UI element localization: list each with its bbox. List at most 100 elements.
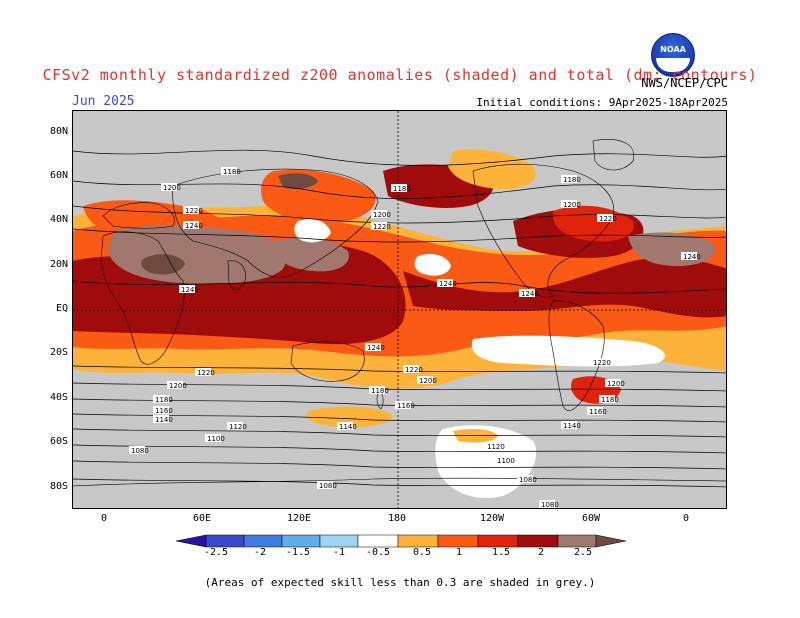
contour-south-8 xyxy=(73,478,726,488)
contour-label: 1180 xyxy=(155,396,173,404)
samerica-coast xyxy=(548,300,605,411)
colorbar-swatch xyxy=(243,534,283,548)
europe-coast xyxy=(102,202,175,229)
contour-south-5 xyxy=(73,428,726,438)
contour-label: 1240 xyxy=(439,280,457,288)
contour-label: 1120 xyxy=(487,443,505,451)
contour-label: 1200 xyxy=(419,377,437,385)
lat-label: 60S xyxy=(49,436,68,447)
contour-label: 1180 xyxy=(563,176,581,184)
contour-south-3 xyxy=(73,398,726,408)
colorbar-label: -2 xyxy=(254,547,267,558)
contour-label: 1140 xyxy=(563,422,581,430)
figure-title: CFSv2 monthly standardized z200 anomalie… xyxy=(42,66,758,84)
contour-label: 1200 xyxy=(373,211,391,219)
greenland-coast xyxy=(592,139,635,171)
colorbar xyxy=(176,534,626,548)
nz-coast xyxy=(376,392,384,410)
contour-label: 1100 xyxy=(497,457,515,465)
lon-label: 0 xyxy=(682,513,690,524)
contour-tropical xyxy=(73,280,726,294)
contour-label: 1240 xyxy=(367,344,385,352)
contour-label: 1180 xyxy=(223,168,241,176)
contour-label: 1240 xyxy=(683,253,701,261)
contour-label: 1160 xyxy=(589,408,607,416)
contour-label: 1200 xyxy=(163,184,181,192)
shade-orange-southpac xyxy=(306,406,393,428)
colorbar-label: -1 xyxy=(333,547,346,558)
shade-white-southern xyxy=(435,425,537,499)
contour-label: 1080 xyxy=(319,482,337,490)
coastlines xyxy=(73,139,726,487)
contour-north-4 xyxy=(73,228,726,243)
contour-label: 1160 xyxy=(155,407,173,415)
colorbar-swatch xyxy=(437,534,479,548)
india-coast xyxy=(227,260,246,290)
contour-label: 1080 xyxy=(541,501,559,509)
lon-label: 180 xyxy=(387,513,407,524)
lon-label: 120E xyxy=(286,513,312,524)
colorbar-swatch xyxy=(557,534,597,548)
africa-coast xyxy=(100,231,185,365)
contour-label: 1240 xyxy=(185,222,203,230)
lat-label: EQ xyxy=(55,303,68,314)
noaa-logo-text: NOAA xyxy=(660,45,686,54)
colorbar-label: 0.5 xyxy=(413,547,432,558)
colorbar-swatch xyxy=(397,534,439,548)
contour-label: 1180 xyxy=(601,396,619,404)
australia-coast xyxy=(290,341,365,382)
contour-label: 1220 xyxy=(405,366,423,374)
colorbar-swatch xyxy=(477,534,519,548)
contour-label: 1220 xyxy=(197,369,215,377)
lat-label: 20N xyxy=(49,259,68,270)
initial-conditions: Initial conditions: 9Apr2025-18Apr2025 xyxy=(476,96,728,109)
contour-label: 1180 xyxy=(393,185,411,193)
contour-south-1 xyxy=(73,365,726,374)
shade-white-npac xyxy=(414,254,451,276)
colorbar-label: 1 xyxy=(456,547,463,558)
colorbar-swatch xyxy=(517,534,559,548)
lon-label: 0 xyxy=(100,513,108,524)
colorbar-swatch xyxy=(319,534,359,548)
agency-label: NWS/NCEP/CPC xyxy=(641,76,728,90)
contour-label: 1240 xyxy=(181,286,199,294)
asia-coast xyxy=(172,168,379,278)
shade-white-eastpac xyxy=(471,335,665,367)
contour-south-7 xyxy=(73,460,726,470)
anomaly-map: 1180 1200 1220 1240 1240 1180 1200 1220 … xyxy=(72,110,727,509)
colorbar-swatch xyxy=(357,534,399,548)
lat-label: 80S xyxy=(49,481,68,492)
skill-footnote: (Areas of expected skill less than 0.3 a… xyxy=(204,576,596,589)
contour-label: 1180 xyxy=(371,387,389,395)
contour-south-6 xyxy=(73,444,726,454)
contour-label: 1140 xyxy=(155,416,173,424)
contour-label: 1140 xyxy=(339,423,357,431)
lat-label: 60N xyxy=(49,170,68,181)
contour-label: 1200 xyxy=(169,382,187,390)
contour-label: 1100 xyxy=(207,435,225,443)
colorbar-label: 1.5 xyxy=(492,547,511,558)
forecast-month: Jun 2025 xyxy=(72,94,135,109)
antarctica-coast xyxy=(73,477,726,487)
shade-darkred-pacific xyxy=(403,257,726,318)
colorbar-label: -2.5 xyxy=(204,547,229,558)
contour-label: 1080 xyxy=(519,476,537,484)
colorbar-label: 2 xyxy=(538,547,545,558)
contour-label: 1240 xyxy=(521,290,539,298)
colorbar-swatch xyxy=(281,534,321,548)
shade-white-arctic xyxy=(294,219,331,243)
contour-label: 1160 xyxy=(397,402,415,410)
lon-label: 60W xyxy=(581,513,601,524)
contour-north-1 xyxy=(73,149,726,166)
colorbar-label: -1.5 xyxy=(286,547,311,558)
contour-label: 1220 xyxy=(373,223,391,231)
colorbar-arrow-left xyxy=(176,534,207,548)
colorbar-label: -0.5 xyxy=(366,547,391,558)
noaa-logo: NOAA xyxy=(651,33,695,77)
lon-label: 120W xyxy=(479,513,505,524)
colorbar-label: 2.5 xyxy=(574,547,593,558)
contour-label: 1120 xyxy=(229,423,247,431)
lat-label: 80N xyxy=(49,126,68,137)
shade-darkbrown-africa xyxy=(141,254,185,275)
lat-label: 20S xyxy=(49,347,68,358)
